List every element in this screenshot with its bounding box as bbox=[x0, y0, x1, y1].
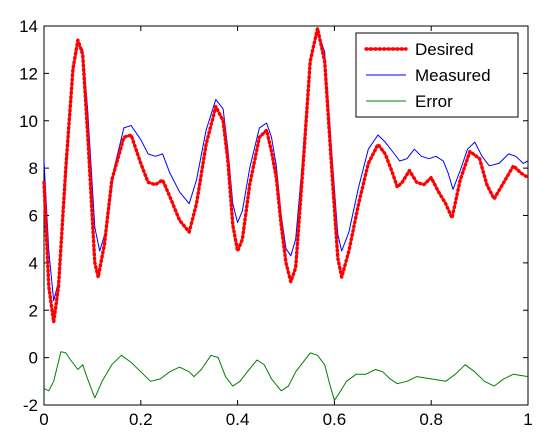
y-tick-label: 2 bbox=[29, 301, 38, 320]
x-tick-label: 0.4 bbox=[226, 410, 250, 429]
y-tick-labels: -2 0 2 4 6 8 10 12 14 bbox=[19, 17, 38, 415]
x-tick-label: 0.6 bbox=[323, 410, 347, 429]
y-tick-label: 10 bbox=[19, 112, 38, 131]
y-tick-label: -2 bbox=[23, 396, 38, 415]
legend-label-desired: Desired bbox=[415, 40, 474, 59]
y-tick-label: 8 bbox=[29, 159, 38, 178]
legend: Desired Measured Error bbox=[355, 32, 519, 118]
legend-label-measured: Measured bbox=[415, 66, 491, 85]
series-line-desired bbox=[42, 26, 530, 324]
x-tick-label: 1 bbox=[523, 410, 532, 429]
x-tick-labels: 0 0.2 0.4 0.6 0.8 1 bbox=[39, 410, 532, 429]
x-tick-label: 0 bbox=[39, 410, 48, 429]
legend-label-error: Error bbox=[415, 92, 453, 111]
series-line-error bbox=[43, 351, 529, 401]
y-tick-label: 0 bbox=[29, 349, 38, 368]
y-tick-label: 12 bbox=[19, 64, 38, 83]
y-tick-label: 4 bbox=[29, 254, 38, 273]
x-tick-label: 0.8 bbox=[419, 410, 443, 429]
x-tick-label: 0.2 bbox=[129, 410, 153, 429]
y-tick-label: 6 bbox=[29, 207, 38, 226]
y-tick-label: 14 bbox=[19, 17, 38, 36]
series-lines bbox=[42, 26, 530, 401]
